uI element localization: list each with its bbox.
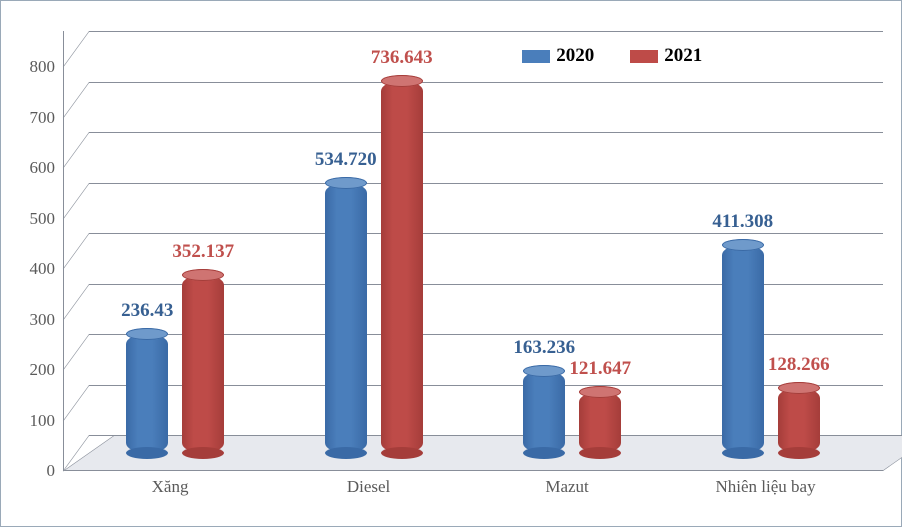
bar-cylinder [126,334,168,453]
plot-area: 0100200300400500600700800Xăng236.43352.1… [63,31,883,471]
bar-cylinder [325,183,367,453]
y-tick-label: 300 [30,310,56,330]
x-tick-label: Mazut [545,477,588,497]
gridline [89,82,883,83]
legend-label: 2020 [556,45,594,67]
y-tick-label: 800 [30,57,56,77]
data-label: 736.643 [371,47,433,69]
x-tick-label: Xăng [152,477,189,497]
y-tick-label: 100 [30,411,56,431]
gridline [89,31,883,32]
x-tick-label: Nhiên liệu bay [716,477,816,497]
y-tick-label: 400 [30,259,56,279]
data-label: 121.647 [569,358,631,380]
legend: 2020 2021 [522,45,702,67]
bar-cylinder [381,81,423,453]
y-tick-label: 700 [30,108,56,128]
x-tick-label: Diesel [347,477,390,497]
data-label: 352.137 [172,241,234,263]
legend-swatch [630,50,658,63]
data-label: 236.43 [121,300,173,322]
bar-cylinder [182,275,224,453]
y-tick-label: 500 [30,209,56,229]
data-label: 411.308 [712,211,773,233]
legend-item: 2020 [522,45,594,67]
gridline [89,132,883,133]
data-label: 163.236 [513,337,575,359]
legend-label: 2021 [664,45,702,67]
bar-cylinder [579,392,621,453]
bar-cylinder [778,388,820,453]
chart-container: 0 100 200 300 400 500 600 700 800 Xăng 236.43 352.1… [0,0,902,527]
gridline [89,183,883,184]
bar-cylinder [523,371,565,453]
y-tick-label: 200 [30,360,56,380]
y-tick-label: 600 [30,158,56,178]
data-label: 534.720 [315,149,377,171]
data-label: 128.266 [768,354,830,376]
legend-item: 2021 [630,45,702,67]
y-tick-label: 0 [47,461,56,481]
bar-cylinder [722,245,764,453]
legend-swatch [522,50,550,63]
